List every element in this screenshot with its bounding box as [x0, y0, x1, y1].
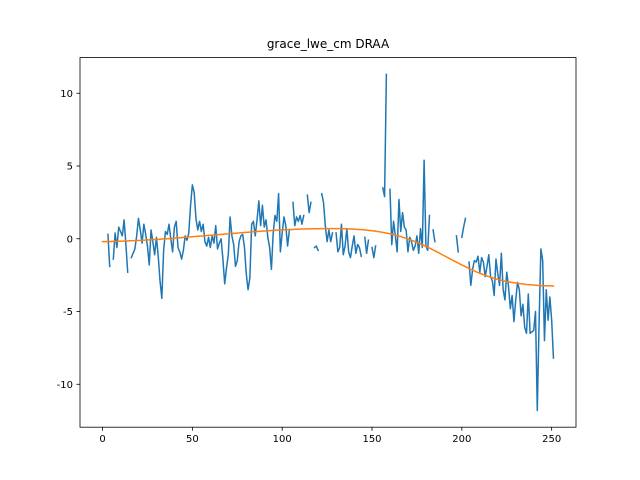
y-tick-label: -10	[57, 380, 73, 391]
line-series	[371, 245, 377, 259]
line-series	[455, 235, 460, 253]
line-series	[130, 184, 291, 300]
line-series	[107, 233, 111, 268]
line-series	[335, 223, 363, 259]
line-series	[389, 159, 431, 255]
y-tick-label: 0	[67, 234, 73, 245]
x-tick-label: 250	[542, 434, 561, 445]
line-series	[381, 73, 388, 198]
y-tick-label: -5	[63, 307, 73, 318]
x-tick-label: 100	[273, 434, 292, 445]
line-series	[101, 227, 555, 287]
plot-frame	[79, 57, 577, 428]
x-tick-label: 150	[362, 434, 381, 445]
line-series	[468, 248, 555, 412]
line-series	[460, 217, 467, 239]
line-series	[432, 229, 436, 243]
chart-title: grace_lwe_cm DRAA	[267, 37, 390, 51]
x-tick-label: 200	[452, 434, 471, 445]
line-series	[320, 192, 334, 243]
x-tick-label: 0	[99, 434, 105, 445]
line-series	[112, 219, 129, 274]
line-series	[292, 201, 305, 227]
y-tick-label: 5	[67, 162, 73, 173]
x-tick-label: 50	[186, 434, 199, 445]
line-series	[364, 236, 370, 255]
line-series	[313, 245, 320, 252]
line-series	[306, 194, 312, 214]
y-tick-label: 10	[60, 89, 73, 100]
